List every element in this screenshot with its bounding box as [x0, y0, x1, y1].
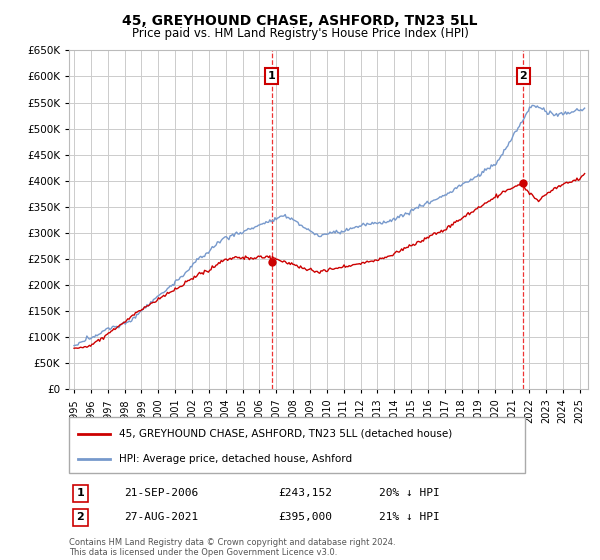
Text: 45, GREYHOUND CHASE, ASHFORD, TN23 5LL (detached house): 45, GREYHOUND CHASE, ASHFORD, TN23 5LL (… [119, 429, 452, 439]
Text: Price paid vs. HM Land Registry's House Price Index (HPI): Price paid vs. HM Land Registry's House … [131, 27, 469, 40]
Text: 1: 1 [77, 488, 84, 498]
Text: Contains HM Land Registry data © Crown copyright and database right 2024.
This d: Contains HM Land Registry data © Crown c… [69, 538, 395, 557]
Text: £395,000: £395,000 [279, 512, 333, 522]
Text: 20% ↓ HPI: 20% ↓ HPI [379, 488, 440, 498]
Text: 21-SEP-2006: 21-SEP-2006 [124, 488, 198, 498]
Text: 1: 1 [268, 71, 275, 81]
Text: 21% ↓ HPI: 21% ↓ HPI [379, 512, 440, 522]
Text: HPI: Average price, detached house, Ashford: HPI: Average price, detached house, Ashf… [119, 454, 352, 464]
FancyBboxPatch shape [69, 417, 525, 473]
Text: 45, GREYHOUND CHASE, ASHFORD, TN23 5LL: 45, GREYHOUND CHASE, ASHFORD, TN23 5LL [122, 14, 478, 28]
Text: £243,152: £243,152 [279, 488, 333, 498]
Text: 27-AUG-2021: 27-AUG-2021 [124, 512, 198, 522]
Text: 2: 2 [520, 71, 527, 81]
Text: 2: 2 [77, 512, 84, 522]
